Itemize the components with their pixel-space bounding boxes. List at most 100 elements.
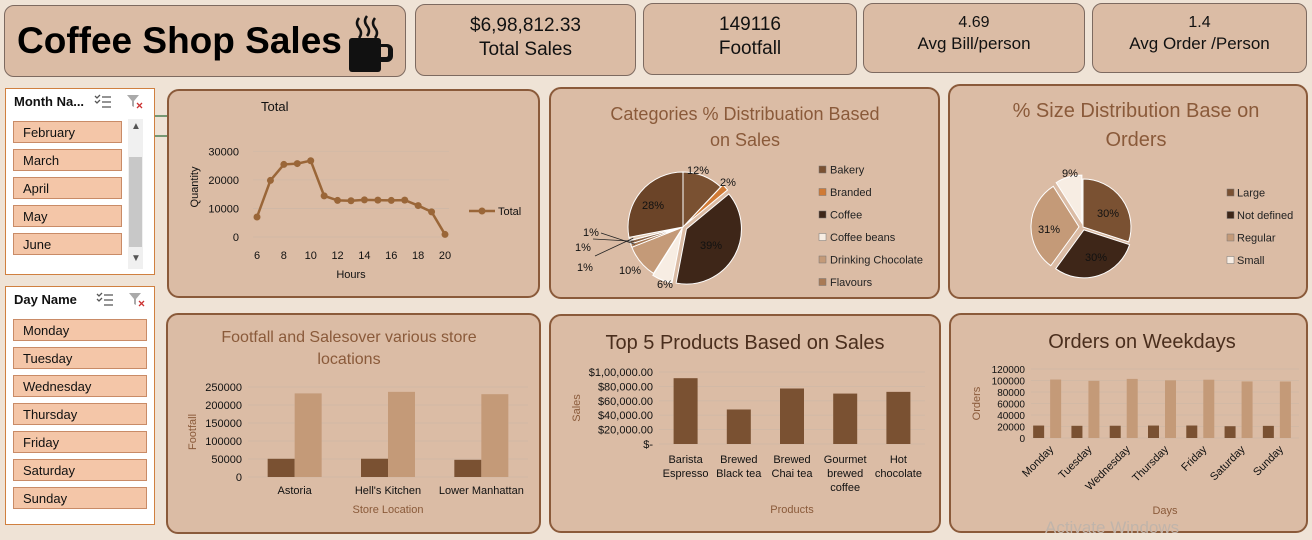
month-slicer-item[interactable]: February — [13, 121, 122, 143]
bar — [1033, 425, 1045, 438]
day-slicer: Day Name Monday Tuesday Wednesday Thursday F… — [5, 286, 155, 525]
x-tick-label: Hot chocolate — [875, 454, 922, 480]
y-tick-label: 0 — [233, 232, 239, 244]
bar — [388, 391, 415, 477]
day-slicer-item[interactable]: Thursday — [13, 403, 147, 425]
month-slicer-item[interactable]: April — [13, 177, 122, 199]
y-tick-label: $40,000.00 — [598, 410, 653, 422]
chart-title: Top 5 Products Based on Sales — [605, 332, 884, 354]
data-point — [428, 208, 436, 216]
scroll-down-icon[interactable]: ▼ — [131, 253, 141, 264]
x-tick-label: 14 — [358, 250, 370, 262]
kpi-avg-order-value: 1.4 — [1188, 14, 1211, 31]
y-axis-title: Sales — [571, 394, 583, 422]
connector-lines — [155, 115, 169, 137]
x-tick-label: 10 — [305, 250, 317, 262]
day-slicer-item[interactable]: Monday — [13, 319, 147, 341]
day-slicer-item[interactable]: Tuesday — [13, 347, 147, 369]
kpi-footfall: 149116 Footfall — [643, 3, 857, 75]
month-slicer-item[interactable]: June — [13, 233, 122, 255]
y-axis-title: Footfall — [187, 414, 199, 450]
leader-line — [594, 237, 634, 257]
y-tick-label: 250000 — [205, 382, 242, 394]
kpi-footfall-value: 149116 — [719, 14, 781, 35]
chart-title: Categories % Distribuation Based on Sales — [610, 104, 879, 150]
y-tick-label: 20000 — [997, 423, 1025, 434]
scrollbar-thumb[interactable] — [129, 157, 142, 247]
chart-title: Footfall and Salesover various store loca… — [221, 329, 476, 368]
x-tick-label: Thursday — [1130, 443, 1171, 484]
bar — [1186, 425, 1198, 438]
bar — [1109, 425, 1121, 438]
data-label: 30% — [1085, 252, 1107, 264]
legend-label: Small — [1237, 255, 1265, 267]
bar — [833, 393, 858, 444]
pie-slice — [652, 228, 683, 284]
legend-swatch — [818, 255, 827, 264]
data-label: 39% — [700, 240, 722, 252]
bar — [1148, 425, 1159, 438]
pie-slice — [1055, 174, 1083, 225]
data-point — [347, 197, 355, 205]
y-axis-title: Orders — [971, 386, 983, 420]
day-slicer-header: Day Name — [14, 292, 77, 307]
x-tick-label: 8 — [281, 250, 287, 262]
kpi-total-sales: $6,98,812.33 Total Sales — [415, 4, 636, 76]
size-pie-card: % Size Distribution Base on Orders 30% 30% 3… — [948, 84, 1308, 299]
day-slicer-item[interactable]: Friday — [13, 431, 147, 453]
month-slicer-item[interactable]: May — [13, 205, 122, 227]
data-label: 1% — [575, 242, 591, 254]
bar — [361, 458, 388, 477]
chart-title: Orders on Weekdays — [1048, 331, 1236, 353]
legend-label: Not defined — [1237, 210, 1293, 222]
legend-label: Coffee — [830, 210, 862, 222]
y-tick-label: $60,000.00 — [598, 396, 653, 408]
legend-swatch — [1226, 256, 1235, 264]
pie-slice — [1055, 229, 1131, 279]
store-location-chart: Footfall and Salesover various store loca… — [187, 329, 528, 516]
clear-filter-icon[interactable] — [128, 292, 146, 307]
month-slicer: Month Na... February March April May June ▲ … — [5, 88, 155, 275]
data-label: 9% — [1062, 168, 1078, 180]
legend-swatch — [1226, 211, 1235, 219]
x-tick-label: Friday — [1179, 443, 1209, 473]
chart-title: % Size Distribution Base on Orders — [1013, 100, 1260, 151]
x-tick-label: Brewed Black tea — [716, 454, 762, 480]
y-tick-label: 80000 — [997, 388, 1025, 399]
legend-marker — [478, 207, 486, 215]
data-point — [307, 157, 315, 165]
multi-select-icon[interactable] — [96, 292, 114, 307]
y-tick-label: 0 — [236, 472, 242, 484]
y-tick-label: $80,000.00 — [598, 381, 653, 393]
y-tick-label: 100000 — [992, 377, 1026, 388]
data-point — [374, 196, 382, 204]
multi-select-icon[interactable] — [94, 94, 112, 109]
scroll-up-icon[interactable]: ▲ — [131, 121, 141, 132]
day-slicer-item[interactable]: Saturday — [13, 459, 147, 481]
bar — [726, 409, 751, 444]
weekday-orders-chart-card: Orders on Weekdays 0 20000 40000 60000 80000 1… — [949, 313, 1308, 533]
day-slicer-item[interactable]: Sunday — [13, 487, 147, 509]
day-slicer-item[interactable]: Wednesday — [13, 375, 147, 397]
x-tick-label: 16 — [385, 250, 397, 262]
legend-label: Bakery — [830, 165, 865, 177]
pie-slice — [684, 184, 729, 226]
data-label: 31% — [1038, 224, 1060, 236]
activate-windows-watermark: Activate Windows — [1045, 518, 1180, 537]
pie-slice — [627, 171, 684, 238]
legend-label: Drinking Chocolate — [830, 255, 923, 267]
kpi-avg-order-label: Avg Order /Person — [1129, 34, 1270, 53]
category-pie-card: Categories % Distribuation Based on Sales… — [549, 87, 940, 299]
x-tick-label: Barista Espresso — [663, 454, 709, 480]
month-slicer-item[interactable]: March — [13, 149, 122, 171]
legend-swatch — [818, 278, 827, 286]
x-tick-label: Monday — [1020, 443, 1057, 480]
data-point — [334, 196, 342, 204]
bar — [1126, 378, 1138, 438]
clear-filter-icon[interactable] — [126, 94, 144, 109]
y-tick-label: 30000 — [208, 146, 239, 158]
hourly-quantity-chart-card: Total 0 10000 20000 30000 6 8 10 12 14 16 18 20 Hours… — [167, 89, 540, 298]
month-slicer-scrollbar[interactable]: ▲ ▼ — [128, 119, 143, 269]
bar — [886, 391, 911, 444]
x-axis-title: Products — [770, 504, 814, 516]
